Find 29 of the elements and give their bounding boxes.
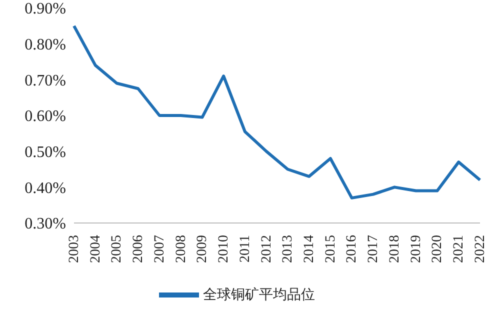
- x-tick-label: 2014: [302, 235, 317, 263]
- x-tick-label: 2010: [216, 235, 232, 263]
- x-tick-label: 2018: [387, 235, 402, 263]
- x-tick-label: 2007: [152, 235, 168, 263]
- line-series: [72, 24, 482, 200]
- y-tick-label: 0.30%: [24, 216, 66, 233]
- x-tick-label: 2022: [472, 235, 488, 263]
- legend-label: 全球铜矿平均品位: [203, 286, 315, 303]
- x-tick-label: 2016: [344, 235, 360, 263]
- x-tick-label: 2009: [195, 235, 210, 263]
- x-tick-label: 2006: [131, 235, 146, 263]
- x-tick-label: 2020: [430, 235, 446, 263]
- y-tick-label: 0.40%: [24, 180, 66, 197]
- x-tick-label: 2012: [259, 235, 274, 263]
- x-tick-label: 2005: [110, 235, 125, 263]
- x-tick-label: 2011: [238, 235, 253, 262]
- x-tick-label: 2008: [174, 235, 189, 263]
- x-tick-label: 2015: [323, 235, 338, 263]
- x-tick-label: 2021: [452, 235, 467, 263]
- x-tick-label: 2019: [408, 235, 424, 263]
- y-tick-label: 0.50%: [24, 144, 66, 162]
- x-tick-label: 2017: [366, 235, 382, 263]
- x-tick-label: 2003: [66, 235, 82, 263]
- x-tick-label: 2013: [280, 235, 296, 263]
- y-tick-label: 0.60%: [24, 108, 66, 126]
- y-tick-label: 0.80%: [24, 36, 66, 54]
- x-tick-label: 2004: [88, 235, 104, 263]
- y-tick-label: 0.90%: [24, 0, 66, 18]
- y-tick-label: 0.70%: [24, 72, 66, 90]
